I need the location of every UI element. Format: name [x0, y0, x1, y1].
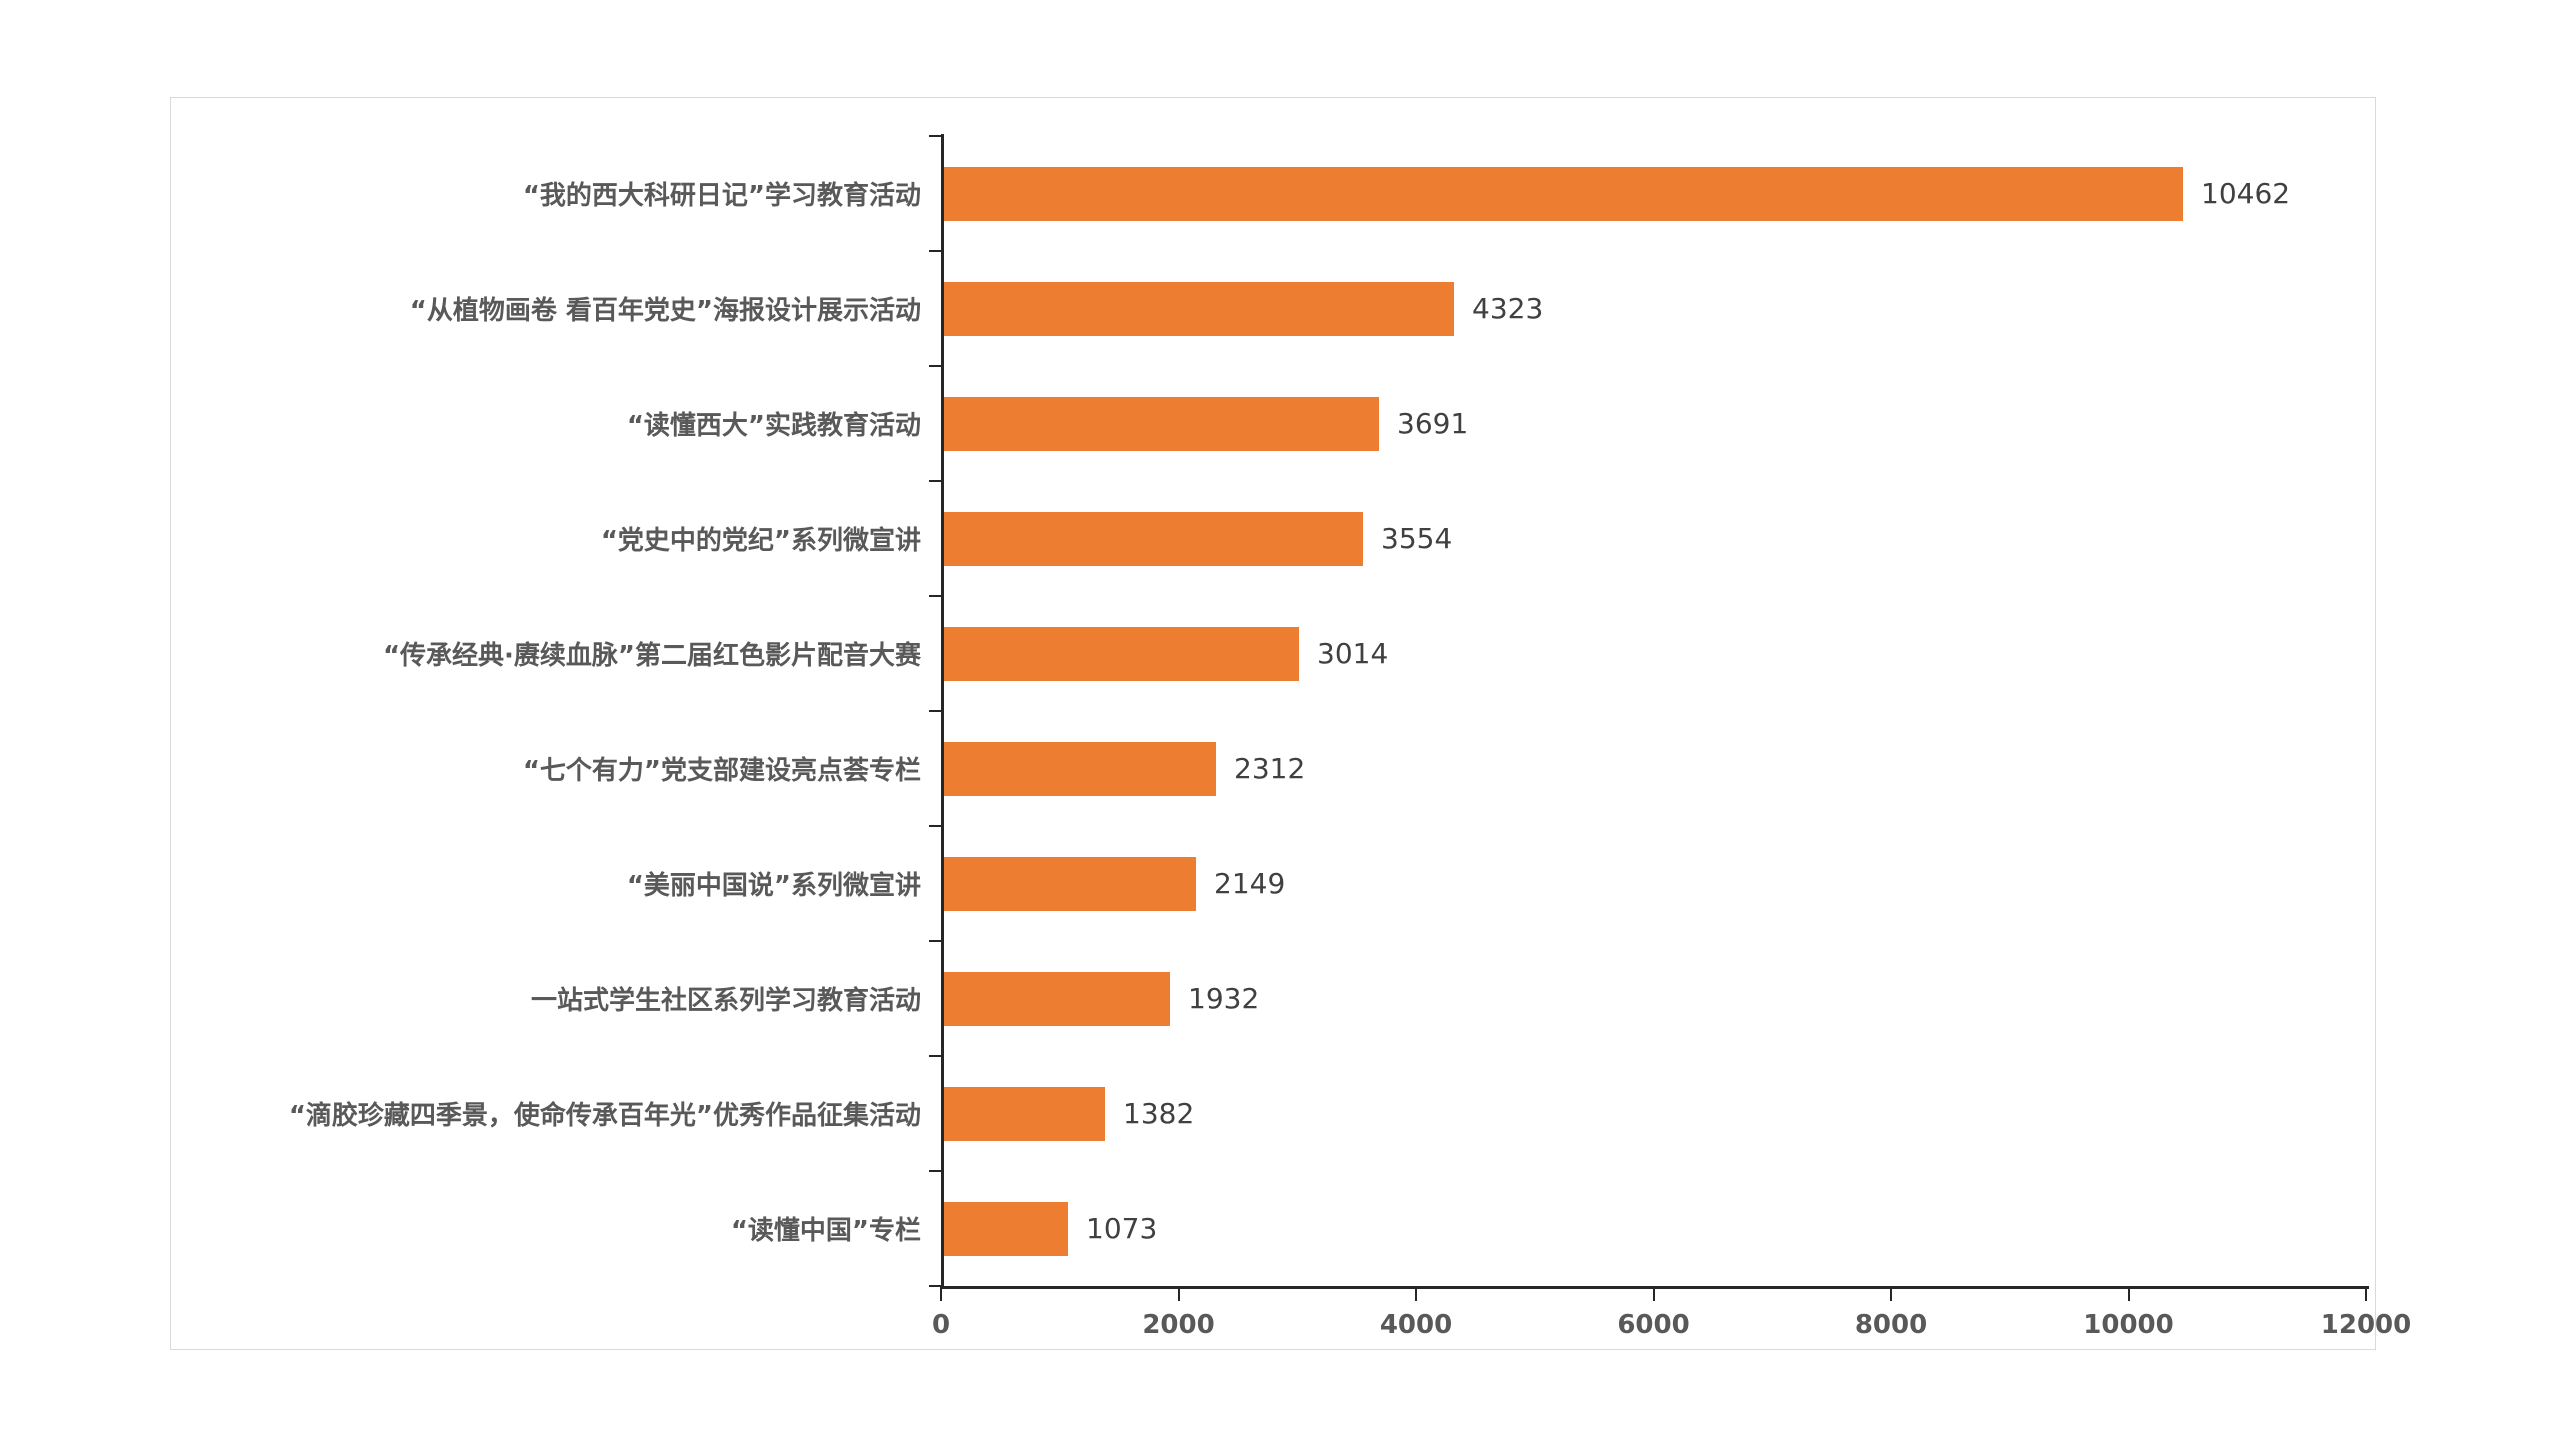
value-label: 1932 [1188, 982, 1260, 1015]
category-label: “我的西大科研日记”学习教育活动 [522, 181, 921, 211]
x-axis-tick-label: 10000 [2083, 1310, 2174, 1340]
x-axis-tick-label: 6000 [1617, 1310, 1690, 1340]
category-label: “美丽中国说”系列微宣讲 [626, 871, 921, 901]
bar-row: “从植物画卷 看百年党史”海报设计展示活动 4323 [171, 251, 2371, 366]
category-label: “传承经典·赓续血脉”第二届红色影片配音大赛 [382, 641, 921, 671]
x-axis-tick-label: 8000 [1854, 1310, 1928, 1340]
y-axis-tick [929, 480, 943, 482]
x-axis-tick [1177, 1286, 1180, 1301]
bar-row: “滴胶珍藏四季景，使命传承百年光”优秀作品征集活动 1382 [171, 1056, 2371, 1171]
bar-row: “党史中的党纪”系列微宣讲 3554 [171, 481, 2371, 596]
bar-track: 4323 [941, 251, 2366, 366]
value-label: 1382 [1123, 1097, 1195, 1130]
x-axis-tick [1890, 1286, 1892, 1301]
bar-track: 3014 [941, 596, 2366, 711]
x-axis-tick-label: 4000 [1379, 1310, 1453, 1340]
bar-track: 2149 [941, 826, 2366, 941]
bar-row: “读懂中国”专栏 1073 [171, 1171, 2371, 1286]
bar-row: “美丽中国说”系列微宣讲 2149 [171, 826, 2371, 941]
category-label: “滴胶珍藏四季景，使命传承百年光”优秀作品征集活动 [288, 1101, 921, 1131]
bar [941, 741, 1216, 796]
bar-row: “我的西大科研日记”学习教育活动 10462 [171, 136, 2371, 251]
bar-row: 一站式学生社区系列学习教育活动 1932 [171, 941, 2371, 1056]
value-label: 2312 [1234, 752, 1306, 785]
x-axis-tick [2365, 1286, 2367, 1301]
bar [941, 281, 1454, 336]
x-axis-tick-label: 2000 [1142, 1310, 1215, 1340]
y-axis-tick [929, 1285, 943, 1287]
bar-row: “读懂西大”实践教育活动 3691 [171, 366, 2371, 481]
bar [941, 1201, 1068, 1256]
bar [941, 396, 1379, 451]
value-label: 3554 [1381, 522, 1453, 555]
bar [941, 856, 1196, 911]
x-axis-tick-label: 0 [931, 1310, 951, 1340]
bar-row: “七个有力”党支部建设亮点荟专栏 2312 [171, 711, 2371, 826]
category-label: “七个有力”党支部建设亮点荟专栏 [522, 756, 921, 786]
x-axis-tick-label: 12000 [2320, 1310, 2412, 1340]
category-label: “读懂中国”专栏 [730, 1216, 921, 1246]
y-axis-tick [929, 940, 943, 942]
x-axis-tick [1652, 1286, 1655, 1301]
bar-track: 3691 [941, 366, 2366, 481]
y-axis-tick [929, 595, 943, 597]
value-label: 4323 [1472, 292, 1544, 325]
bar-rows: “我的西大科研日记”学习教育活动 10462 “从植物画卷 看百年党史”海报设计… [171, 136, 2371, 1286]
bar-track: 3554 [941, 481, 2366, 596]
bar-track: 2312 [941, 711, 2366, 826]
bar [941, 971, 1170, 1026]
value-label: 3691 [1397, 407, 1469, 440]
y-axis-tick [929, 135, 943, 137]
value-label: 3014 [1317, 637, 1389, 670]
bar [941, 511, 1363, 566]
bar [941, 626, 1299, 681]
x-axis-tick [1415, 1286, 1417, 1301]
y-axis-tick [929, 250, 943, 252]
value-label: 1073 [1086, 1212, 1158, 1245]
bar-row: “传承经典·赓续血脉”第二届红色影片配音大赛 3014 [171, 596, 2371, 711]
bar-track: 1382 [941, 1056, 2366, 1171]
category-label: “从植物画卷 看百年党史”海报设计展示活动 [409, 296, 921, 326]
bar-track: 10462 [941, 136, 2366, 251]
y-axis-tick [929, 1170, 943, 1172]
bar [941, 1086, 1105, 1141]
y-axis-tick [929, 1055, 943, 1057]
y-axis-tick [929, 825, 943, 827]
x-axis-tick [2127, 1286, 2130, 1301]
y-axis-tick [929, 710, 943, 712]
category-label: “读懂西大”实践教育活动 [626, 411, 921, 441]
bar-track: 1073 [941, 1171, 2366, 1286]
x-axis-tick [940, 1286, 942, 1301]
category-label: “党史中的党纪”系列微宣讲 [600, 526, 921, 556]
value-label: 10462 [2201, 177, 2291, 210]
plot-area: “我的西大科研日记”学习教育活动 10462 “从植物画卷 看百年党史”海报设计… [171, 98, 2411, 1349]
category-label: 一站式学生社区系列学习教育活动 [530, 986, 921, 1016]
x-axis-line [941, 1286, 2369, 1289]
value-label: 2149 [1214, 867, 1286, 900]
chart-card: “我的西大科研日记”学习教育活动 10462 “从植物画卷 看百年党史”海报设计… [170, 97, 2411, 1350]
bar [941, 166, 2183, 221]
y-axis-tick [929, 365, 943, 367]
bar-track: 1932 [941, 941, 2366, 1056]
